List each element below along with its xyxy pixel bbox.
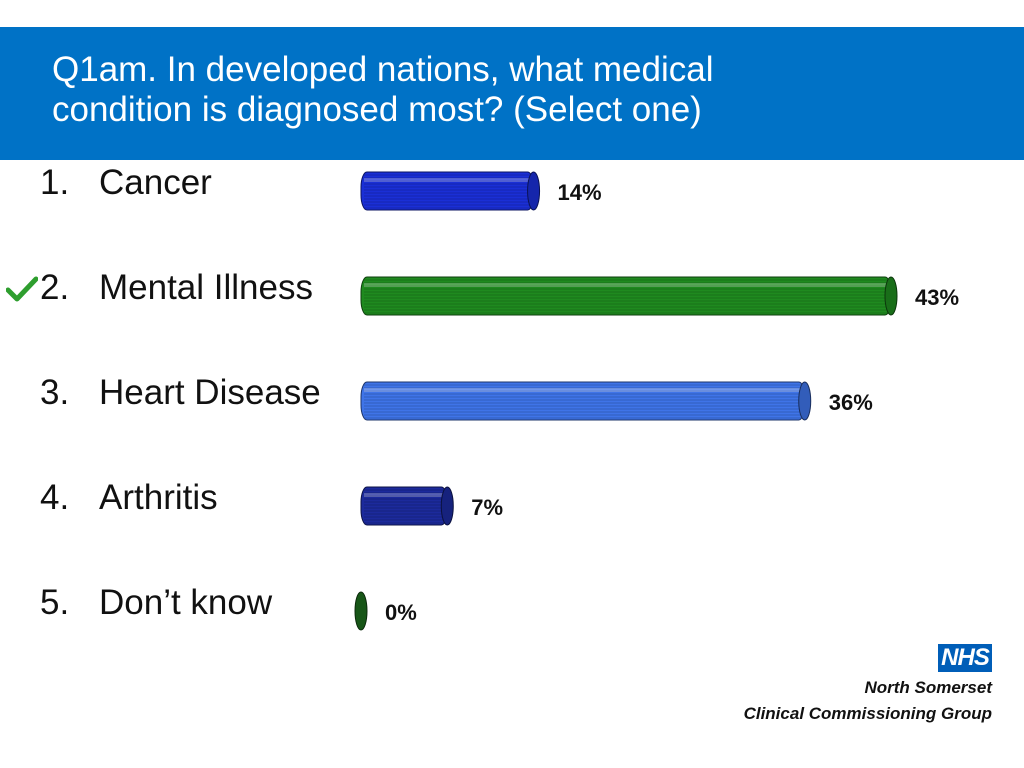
option-number: 5. — [40, 583, 70, 622]
bar-value-label: 0% — [385, 600, 417, 625]
option-label: Cancer — [99, 163, 212, 202]
nhs-mark: NHS — [938, 644, 992, 672]
bar-3 — [360, 381, 812, 421]
bar-value-label: 43% — [915, 285, 959, 310]
option-label: Don’t know — [99, 583, 273, 622]
option-number: 2. — [40, 268, 70, 307]
org-name-line2: Clinical Commissioning Group — [743, 704, 992, 723]
bar-value-label: 14% — [558, 180, 602, 205]
bar-highlight — [364, 283, 888, 287]
org-name-line1: North Somerset — [864, 678, 992, 697]
bar-highlight — [364, 493, 445, 497]
option-number: 1. — [40, 163, 70, 202]
bar-value-label: 36% — [829, 390, 873, 415]
bar-cap — [884, 276, 898, 316]
question-title-line2: condition is diagnosed most? (Select one… — [52, 90, 702, 129]
option-label: Arthritis — [99, 478, 218, 517]
option-label: Mental Illness — [99, 268, 313, 307]
option-number: 4. — [40, 478, 70, 517]
bar-cap — [798, 381, 812, 421]
title-banner: Q1am. In developed nations, what medical… — [0, 27, 1024, 160]
option-label: Heart Disease — [99, 373, 321, 412]
option-number: 3. — [40, 373, 70, 412]
bar-1 — [360, 171, 541, 211]
nhs-logo: NHS North Somerset Clinical Commissionin… — [732, 644, 992, 734]
bar-highlight — [364, 388, 802, 392]
question-title: Q1am. In developed nations, what medical… — [52, 50, 952, 130]
bar-5 — [354, 591, 368, 631]
bar-value-label: 7% — [471, 495, 503, 520]
bar-2 — [360, 276, 898, 316]
bar-cap — [354, 591, 368, 631]
check-icon — [6, 276, 38, 302]
question-title-line1: Q1am. In developed nations, what medical — [52, 50, 714, 89]
bar-4 — [360, 486, 454, 526]
bar-highlight — [364, 178, 531, 182]
bar-cap — [527, 171, 541, 211]
bar-cap — [440, 486, 454, 526]
